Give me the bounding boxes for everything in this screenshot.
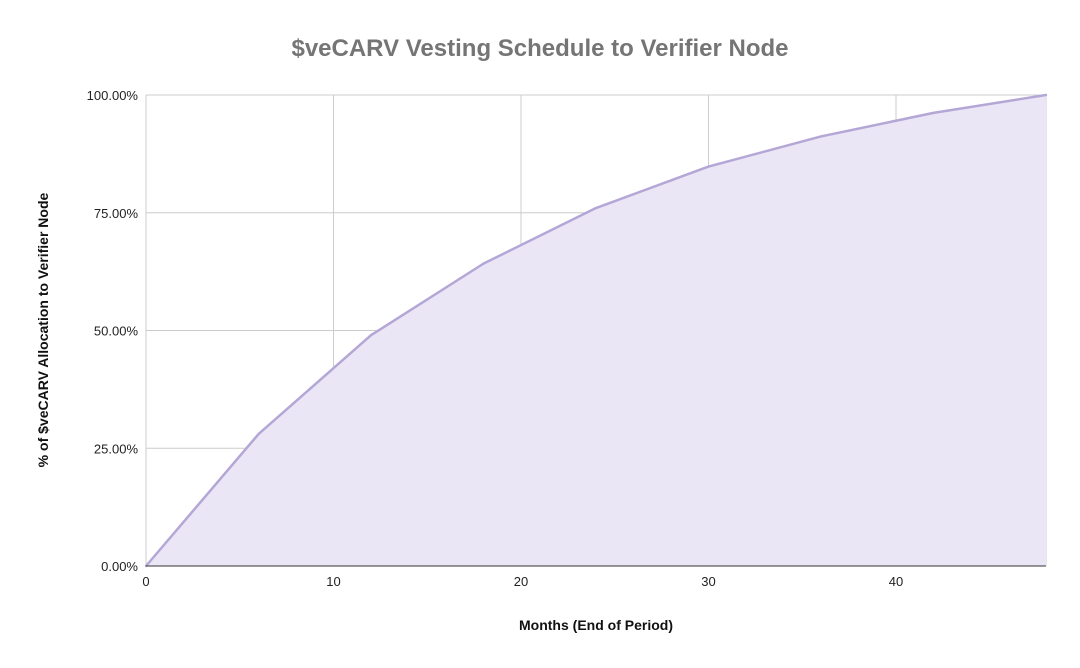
data-point — [1044, 93, 1048, 97]
data-point — [482, 262, 485, 265]
data-point — [257, 432, 260, 436]
data-point — [594, 206, 598, 210]
data-point — [819, 135, 823, 138]
x-tick-label: 20 — [514, 574, 528, 589]
y-tick-label: 50.00% — [94, 324, 139, 339]
data-point — [707, 165, 710, 168]
x-tick-label: 40 — [889, 574, 903, 589]
y-tick-label: 75.00% — [94, 206, 139, 221]
y-tick-label: 100.00% — [87, 88, 139, 103]
area-fill-layer — [146, 95, 1046, 566]
x-axis-label: Months (End of Period) — [519, 617, 673, 633]
chart-title: $veCARV Vesting Schedule to Verifier Nod… — [291, 35, 788, 62]
y-axis-ticks: 0.00% 25.00% 50.00% 75.00% 100.00% — [87, 88, 139, 574]
x-tick-label: 10 — [326, 574, 340, 589]
y-axis-label: % of $veCARV Allocation to Verifier Node — [35, 192, 51, 467]
x-tick-label: 30 — [701, 574, 715, 589]
y-tick-label: 0.00% — [101, 559, 138, 574]
area-fill — [146, 95, 1046, 566]
data-point — [369, 334, 373, 337]
x-axis-ticks: 0 10 20 30 40 — [142, 565, 1046, 589]
y-tick-label: 25.00% — [94, 441, 139, 456]
x-tick-label: 0 — [142, 574, 149, 589]
data-point — [932, 111, 935, 115]
